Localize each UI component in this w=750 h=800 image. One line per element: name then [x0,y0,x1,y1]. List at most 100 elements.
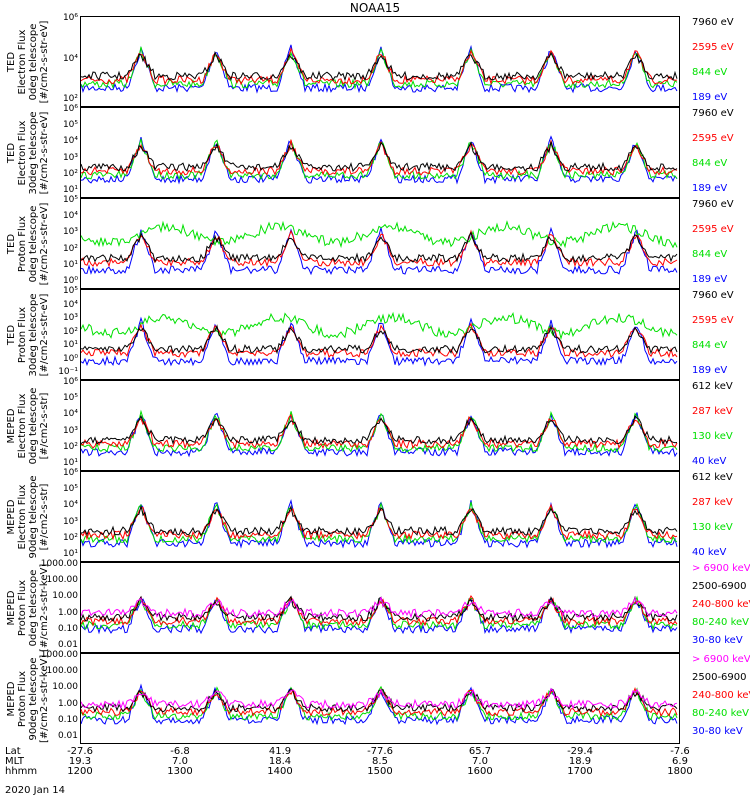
legend-entry: 2595 eV [692,42,734,53]
ytick-label: 10¹ [62,458,78,468]
legend-entry: 2595 eV [692,224,734,235]
ylabel-line: [#/cm2-s-str-eV] [39,111,50,194]
series-trace [81,503,678,541]
ytick-label: 10⁰ [62,276,78,286]
xtick-label: 1800 [667,766,693,777]
ylabel-line: [#/cm2-s-str-eV] [39,293,50,376]
legend-entry: 7960 eV [692,17,734,28]
legend-entry: 40 keV [692,547,727,558]
ylabel-line: [#/cm2-s-str] [39,483,50,550]
ylabel-line: [#/cm2-s-str-eV] [39,202,50,285]
legend-entry: 7960 eV [692,290,734,301]
series-trace [81,324,678,355]
ytick-label: 10² [62,94,78,104]
ytick-label: 1000.00 [40,650,78,660]
ytick-label: 10³ [62,227,78,238]
xtick-label: -29.4 [567,746,593,757]
ylabel-line: Proton Flux [17,215,28,272]
xtick-label: 6.9 [672,756,688,767]
xtick-label: 18.4 [268,756,292,767]
xtick-label: 1600 [467,766,493,777]
ytick-label: 10⁴ [62,136,78,147]
panel-1-frame [80,16,680,107]
ytick-label: 10³ [62,516,78,527]
ytick-label: 10¹ [62,185,78,195]
ytick-label: 10⁴ [62,211,78,222]
ytick-label: 100.00 [46,666,79,677]
panel-4-plot-area [81,311,678,367]
panel-3-plot-area [81,220,678,276]
series-trace [81,47,678,86]
panel-8-plot-area [81,683,678,726]
ytick-label: 1.00 [57,698,78,709]
series-trace [81,498,678,549]
ytick-label: 0.10 [57,714,78,725]
ytick-label: 10⁰ [62,353,78,364]
ylabel-line: Proton Flux [17,306,28,363]
xtick-label: 1400 [267,766,293,777]
xtick-label: 8.5 [372,756,388,767]
ytick-label: 10⁵ [62,120,78,131]
ytick-label: 0.10 [57,623,78,634]
legend-entry: 189 eV [692,92,728,103]
series-trace [81,595,678,627]
legend-entry: > 6900 keV [692,654,750,665]
ytick-label: 10² [62,168,78,179]
panel-5-ylabel: MEPED Electron Flux 0deg telescope [#/cm2-s… [6,382,54,470]
series-trace [81,412,678,458]
legend-entry: 844 eV [692,249,728,260]
ytick-label: 10² [62,326,78,337]
ytick-label: 10¹ [62,549,78,559]
legend-entry: 2595 eV [692,315,734,326]
series-trace [81,688,678,713]
ylabel-line: TED [6,233,17,254]
panel-2-ylabel: TED Electron Flux 30deg telescope [#/cm2-s-… [6,109,54,197]
legend-entry: 130 keV [692,522,733,533]
ylabel-line: 90deg telescope [28,656,39,741]
panel-6-plot-area [81,498,678,549]
series-trace [81,595,678,623]
ylabel-line: Electron Flux [17,484,28,549]
panel-4-ylabel: TED Proton Flux 30deg telescope [#/cm2-s-st… [6,291,54,379]
ylabel-line: 90deg telescope [28,474,39,559]
axis-row-label: MLT [5,756,24,767]
panel-1-ylabel: TED Electron Flux 0deg telescope [#/cm2-s-s… [6,18,54,106]
panel-7-plot-area [81,595,678,635]
series-trace [81,141,678,173]
ylabel-line: [#/cm2-s-str] [39,392,50,459]
ytick-label: 10⁴ [62,53,78,64]
series-trace [81,231,678,264]
ytick-label: 10.00 [52,591,78,602]
xtick-label: -7.6 [670,746,690,757]
ytick-label: 10⁻¹ [58,367,78,377]
legend-entry: 240-800 keV [692,599,750,610]
series-trace [81,311,678,341]
ytick-label: 10³ [62,313,78,323]
xtick-label: 18.9 [568,756,592,767]
series-trace [81,685,678,722]
ylabel-line: MEPED [6,408,17,443]
legend-entry: 189 eV [692,183,728,194]
ylabel-line: 0deg telescope [28,23,39,100]
page-title: NOAA15 [349,1,401,15]
ylabel-line: 0deg telescope [28,387,39,464]
legend-entry: 40 keV [692,456,727,467]
ytick-label: 10⁴ [62,299,78,310]
series-trace [81,226,678,276]
ytick-label: 10¹ [62,340,78,350]
ylabel-line: Electron Flux [17,120,28,185]
legend-entry: 844 eV [692,340,728,351]
series-trace [81,596,678,619]
ylabel-line: MEPED [6,590,17,625]
series-trace [81,504,678,537]
series-trace [81,138,678,181]
ytick-label: 10³ [62,425,78,436]
series-trace [81,316,678,367]
xtick-label: 7.0 [172,756,188,767]
date-label: 2020 Jan 14 [5,785,65,796]
legend-entry: 7960 eV [692,199,734,210]
series-trace [81,50,678,82]
ytick-label: 10⁵ [62,393,78,404]
series-trace [81,687,678,710]
ytick-label: 0.01 [57,640,78,650]
